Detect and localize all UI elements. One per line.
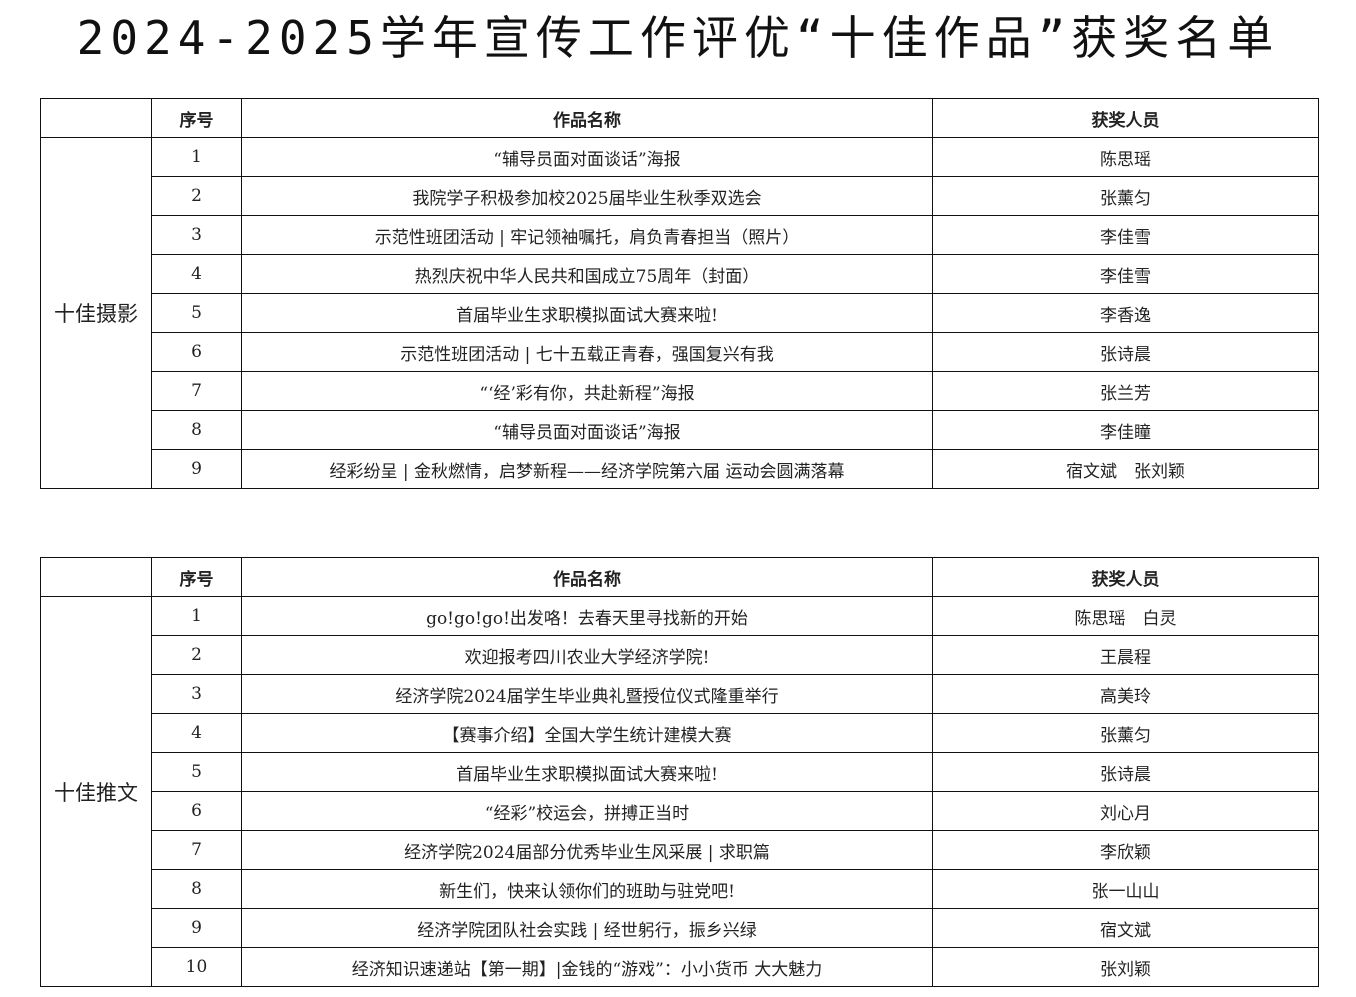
- winners-cell: 刘心月: [932, 791, 1319, 831]
- winners-cell: 宿文斌: [932, 908, 1319, 948]
- index-cell: 4: [151, 254, 242, 294]
- winners-cell: 张刘颖: [932, 947, 1319, 987]
- table-row: 4 【赛事介绍】全国大学生统计建模大赛 张薰匀: [41, 713, 1319, 753]
- table-row: 4 热烈庆祝中华人民共和国成立75周年（封面） 李佳雪: [41, 254, 1319, 294]
- index-cell: 1: [151, 137, 242, 177]
- table-row: 9 经彩纷呈 | 金秋燃情，启梦新程——经济学院第六届 运动会圆满落幕 宿文斌 张刘…: [41, 449, 1319, 489]
- winners-cell: 李香逸: [932, 293, 1319, 333]
- index-cell: 5: [151, 293, 242, 333]
- index-cell: 9: [151, 449, 242, 489]
- winners-cell: 李欣颖: [932, 830, 1319, 870]
- work-title-cell: go!go!go!出发咯！去春天里寻找新的开始: [241, 596, 933, 636]
- work-title-cell: “经彩”校运会，拼搏正当时: [241, 791, 933, 831]
- page-title: 2024-2025学年宣传工作评优“十佳作品”获奖名单: [76, 11, 1280, 65]
- index-cell: 7: [151, 830, 242, 870]
- photography-table: 序号 作品名称 获奖人员 十佳摄影 1 “辅导员面对面谈话”海报 陈思瑶 2 我院学子积极…: [40, 98, 1319, 489]
- winners-header: 获奖人员: [932, 557, 1319, 597]
- winners-cell: 张兰芳: [932, 371, 1319, 411]
- work-title-cell: “辅导员面对面谈话”海报: [241, 137, 933, 177]
- index-cell: 3: [151, 215, 242, 255]
- work-title-cell: “‘经’彩有你，共赴新程”海报: [241, 371, 933, 411]
- winners-cell: 李佳雪: [932, 215, 1319, 255]
- winners-cell: 张诗晨: [932, 752, 1319, 792]
- table-row: 3 示范性班团活动 | 牢记领袖嘱托，肩负青春担当（照片） 李佳雪: [41, 215, 1319, 255]
- table-row: 6 示范性班团活动 | 七十五载正青春，强国复兴有我 张诗晨: [41, 332, 1319, 372]
- work-header: 作品名称: [241, 98, 933, 138]
- winners-cell: 李佳瞳: [932, 410, 1319, 450]
- work-title-cell: 示范性班团活动 | 七十五载正青春，强国复兴有我: [241, 332, 933, 372]
- index-cell: 8: [151, 869, 242, 909]
- index-header: 序号: [151, 557, 242, 597]
- category-header: [40, 557, 152, 597]
- index-cell: 6: [151, 791, 242, 831]
- work-header: 作品名称: [241, 557, 933, 597]
- table-row: 十佳摄影 1 “辅导员面对面谈话”海报 陈思瑶: [40, 137, 1319, 489]
- index-cell: 10: [151, 947, 242, 987]
- work-title-cell: 经济学院2024届学生毕业典礼暨授位仪式隆重举行: [241, 674, 933, 714]
- table-row: 2 欢迎报考四川农业大学经济学院! 王晨程: [41, 635, 1319, 675]
- table-row: 6 “经彩”校运会，拼搏正当时 刘心月: [41, 791, 1319, 831]
- work-title-cell: “辅导员面对面谈话”海报: [241, 410, 933, 450]
- index-cell: 4: [151, 713, 242, 753]
- winners-cell: 宿文斌 张刘颖: [932, 449, 1319, 489]
- table-row: 7 经济学院2024届部分优秀毕业生风采展 | 求职篇 李欣颖: [41, 830, 1319, 870]
- work-title-cell: 我院学子积极参加校2025届毕业生秋季双选会: [241, 176, 933, 216]
- winners-cell: 陈思瑶: [932, 137, 1319, 177]
- work-title-cell: 经彩纷呈 | 金秋燃情，启梦新程——经济学院第六届 运动会圆满落幕: [241, 449, 933, 489]
- work-title-cell: 示范性班团活动 | 牢记领袖嘱托，肩负青春担当（照片）: [241, 215, 933, 255]
- work-title-cell: 经济学院团队社会实践 | 经世躬行，振乡兴绿: [241, 908, 933, 948]
- index-cell: 2: [151, 176, 242, 216]
- winners-cell: 陈思瑶 白灵: [932, 596, 1319, 636]
- winners-cell: 张一山山: [932, 869, 1319, 909]
- work-title-cell: 【赛事介绍】全国大学生统计建模大赛: [241, 713, 933, 753]
- table-row: 10 经济知识速递站【第一期】|金钱的“游戏”：小小货币 大大魅力 张刘颖: [41, 947, 1319, 987]
- index-cell: 9: [151, 908, 242, 948]
- table-row: 8 “辅导员面对面谈话”海报 李佳瞳: [41, 410, 1319, 450]
- index-header: 序号: [151, 98, 242, 138]
- work-title-cell: 首届毕业生求职模拟面试大赛来啦!: [241, 752, 933, 792]
- table-row: 8 新生们，快来认领你们的班助与驻党吧! 张一山山: [41, 869, 1319, 909]
- work-title-cell: 新生们，快来认领你们的班助与驻党吧!: [241, 869, 933, 909]
- category-cell: 十佳摄影: [40, 137, 152, 489]
- table-row: 9 经济学院团队社会实践 | 经世躬行，振乡兴绿 宿文斌: [41, 908, 1319, 948]
- index-cell: 3: [151, 674, 242, 714]
- winners-cell: 李佳雪: [932, 254, 1319, 294]
- index-cell: 8: [151, 410, 242, 450]
- index-cell: 1: [151, 596, 242, 636]
- articles-table: 序号 作品名称 获奖人员 十佳推文 1 go!go!go!出发咯！去春天里寻找新的开…: [40, 557, 1319, 987]
- winners-cell: 张诗晨: [932, 332, 1319, 372]
- table-row: 2 我院学子积极参加校2025届毕业生秋季双选会 张薰匀: [41, 176, 1319, 216]
- winners-header: 获奖人员: [932, 98, 1319, 138]
- table-row: 3 经济学院2024届学生毕业典礼暨授位仪式隆重举行 高美玲: [41, 674, 1319, 714]
- work-title-cell: 经济学院2024届部分优秀毕业生风采展 | 求职篇: [241, 830, 933, 870]
- index-cell: 5: [151, 752, 242, 792]
- category-cell: 十佳推文: [40, 596, 152, 987]
- index-cell: 2: [151, 635, 242, 675]
- winners-cell: 高美玲: [932, 674, 1319, 714]
- winners-cell: 张薰匀: [932, 713, 1319, 753]
- index-cell: 6: [151, 332, 242, 372]
- category-header: [40, 98, 152, 138]
- table-row: 十佳推文 1 go!go!go!出发咯！去春天里寻找新的开始 陈思瑶 白灵: [40, 596, 1319, 987]
- work-title-cell: 首届毕业生求职模拟面试大赛来啦!: [241, 293, 933, 333]
- table-row: 5 首届毕业生求职模拟面试大赛来啦! 李香逸: [41, 293, 1319, 333]
- index-cell: 7: [151, 371, 242, 411]
- winners-cell: 张薰匀: [932, 176, 1319, 216]
- winners-cell: 王晨程: [932, 635, 1319, 675]
- table-row: 7 “‘经’彩有你，共赴新程”海报 张兰芳: [41, 371, 1319, 411]
- work-title-cell: 经济知识速递站【第一期】|金钱的“游戏”：小小货币 大大魅力: [241, 947, 933, 987]
- work-title-cell: 欢迎报考四川农业大学经济学院!: [241, 635, 933, 675]
- table-row: 5 首届毕业生求职模拟面试大赛来啦! 张诗晨: [41, 752, 1319, 792]
- work-title-cell: 热烈庆祝中华人民共和国成立75周年（封面）: [241, 254, 933, 294]
